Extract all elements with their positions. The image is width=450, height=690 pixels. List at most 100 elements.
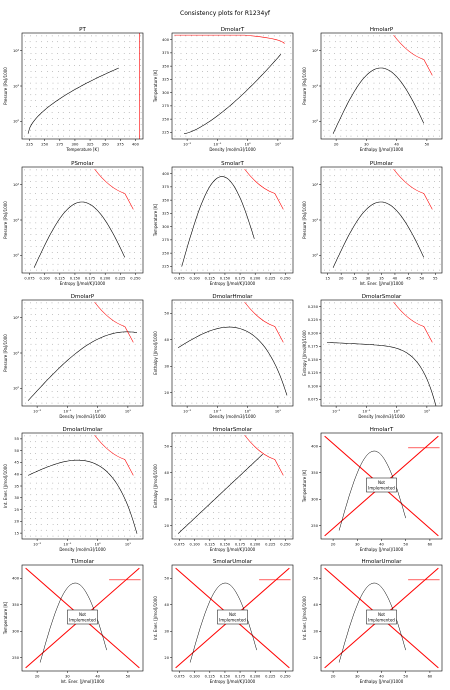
y-tick-label: 30 xyxy=(164,365,169,369)
subplot-title: TUmolar xyxy=(70,559,95,565)
x-tick-label: 0.150 xyxy=(220,543,231,547)
x-tick-label: 0.100 xyxy=(190,543,201,547)
x-tick-label: 40 xyxy=(393,277,398,281)
y-tick-label: 0.250 xyxy=(308,305,319,309)
y-tick-label: 40 xyxy=(14,473,19,477)
y-axis-label: Temperature [K] xyxy=(3,601,8,635)
y-tick-label: 0.175 xyxy=(308,345,318,349)
label-line-1: Not xyxy=(79,612,86,617)
boundary-curve xyxy=(393,168,433,210)
y-tick-label: 325 xyxy=(162,212,169,216)
y-tick-label: 45 xyxy=(14,461,19,465)
x-axis-label: Entropy [J/mol/K]/1000 xyxy=(210,547,256,552)
x-axis-label: Density [mol/m3]/1000 xyxy=(59,547,106,552)
data-layer xyxy=(174,301,292,404)
x-axis-label: Entropy [J/mol/K]/1000 xyxy=(60,281,106,286)
x-axis-label: Density [mol/m3]/1000 xyxy=(209,414,256,419)
y-tick-label: 300 xyxy=(162,225,170,229)
x-tick-label: 0.125 xyxy=(205,675,215,679)
y-tick-label: 400 xyxy=(311,445,319,449)
y-tick-label: 300 xyxy=(12,630,20,634)
x-tick-label: 0.100 xyxy=(190,675,201,679)
subplot-PSmolar: PSmolar 0.075 0.100 0.125 0.150 0.175 0.200 0.2… xyxy=(3,161,144,286)
subplot-title: HmolarSmolar xyxy=(213,427,253,433)
y-tick-label: 10⁴ xyxy=(13,49,20,53)
grid-points xyxy=(323,302,441,404)
y-tick-label: 300 xyxy=(162,91,170,95)
x-axis-label: Density [mol/m3]/1000 xyxy=(358,414,405,419)
x-tick-label: 10¹ xyxy=(275,410,282,414)
y-axis-label: Pressure [Pa]/1000 xyxy=(302,201,307,239)
x-tick-label: 0.200 xyxy=(250,675,261,679)
x-tick-label: 0.150 xyxy=(220,675,231,679)
subplot-HmolarSmolar: HmolarSmolar 0.075 0.100 0.125 0.150 0.175 0.2… xyxy=(153,427,294,552)
x-tick-label: 60 xyxy=(428,675,433,679)
y-tick-label: 0.075 xyxy=(308,398,318,402)
label-box xyxy=(67,609,98,625)
y-tick-label: 10⁴ xyxy=(13,316,20,320)
x-tick-label: 0.250 xyxy=(280,543,291,547)
label-line-2: Implemented xyxy=(368,618,395,623)
x-tick-label: 0.200 xyxy=(100,277,111,281)
y-tick-label: 250 xyxy=(311,524,319,528)
y-axis-label: Pressure [Pa]/1000 xyxy=(3,67,8,105)
y-tick-label: 350 xyxy=(162,64,170,68)
y-tick-label: 10³ xyxy=(312,84,319,88)
data-layer xyxy=(24,301,142,404)
y-tick-label: 20 xyxy=(164,524,169,528)
y-tick-label: 400 xyxy=(12,577,20,581)
x-tick-label: 10⁻¹ xyxy=(362,410,370,414)
y-axis-label: Temperature [K] xyxy=(302,469,307,503)
x-tick-label: 60 xyxy=(428,543,433,547)
y-tick-label: 10³ xyxy=(13,218,20,222)
x-tick-label: 35 xyxy=(379,277,384,281)
subplot-title: SmolarUmolar xyxy=(213,559,253,565)
y-tick-label: 400 xyxy=(162,38,170,42)
x-tick-label: 40 xyxy=(394,143,399,147)
x-tick-label: 10⁻² xyxy=(33,410,41,414)
x-tick-label: 0.225 xyxy=(265,543,275,547)
y-tick-label: 20 xyxy=(313,656,318,660)
subplot-PUmolar: PUmolar 15 20 25 30 35 40 45 50 55 10² 10³ 10⁴ Int. E… xyxy=(302,161,443,286)
x-tick-label: 0.200 xyxy=(250,277,261,281)
boundary-curve xyxy=(393,301,433,343)
x-tick-label: 0.100 xyxy=(40,277,51,281)
x-tick-label: 40 xyxy=(379,675,384,679)
x-tick-label: 300 xyxy=(72,143,80,147)
subplot-title: DmolarP xyxy=(71,294,95,300)
x-tick-label: 10⁻¹ xyxy=(63,410,71,414)
x-tick-label: 10⁰ xyxy=(245,143,252,147)
saturation-curve xyxy=(332,201,425,268)
axes-frame xyxy=(171,166,294,274)
x-axis-label: Enthalpy [J/mol]/1000 xyxy=(360,679,404,684)
x-tick-label: 15 xyxy=(325,277,330,281)
x-tick-label: 375 xyxy=(117,143,124,147)
y-tick-label: 300 xyxy=(311,498,319,502)
subplot-title: PT xyxy=(79,27,86,33)
x-tick-label: 30 xyxy=(355,543,360,547)
y-axis-label: Entropy [J/mol/K]/1000 xyxy=(302,330,307,376)
x-axis-label: Temperature [K] xyxy=(65,147,99,152)
y-tick-label: 40 xyxy=(164,603,169,607)
label-line-1: Not xyxy=(229,612,236,617)
x-tick-label: 10⁻² xyxy=(183,410,191,414)
x-tick-label: 10¹ xyxy=(275,143,282,147)
x-tick-label: 10⁻² xyxy=(332,410,340,414)
data-layer xyxy=(323,34,441,137)
y-axis-label: Int. Ener. [J/mol]/1000 xyxy=(302,596,307,640)
x-tick-label: 20 xyxy=(339,277,344,281)
x-tick-label: 10¹ xyxy=(424,410,431,414)
subplot-title: SmolarT xyxy=(221,161,244,167)
y-tick-label: 10² xyxy=(312,120,319,124)
y-tick-label: 10² xyxy=(13,387,20,391)
x-tick-label: 10⁰ xyxy=(95,410,102,414)
x-axis-label: Enthalpy [J/mol]/1000 xyxy=(360,147,404,152)
x-tick-label: 10⁰ xyxy=(95,543,102,547)
x-tick-label: 0.225 xyxy=(115,277,125,281)
y-tick-label: 20 xyxy=(164,656,169,660)
y-tick-label: 50 xyxy=(164,445,169,449)
x-tick-label: 0.125 xyxy=(55,277,65,281)
y-tick-label: 15 xyxy=(14,531,19,535)
data-layer xyxy=(24,33,142,139)
